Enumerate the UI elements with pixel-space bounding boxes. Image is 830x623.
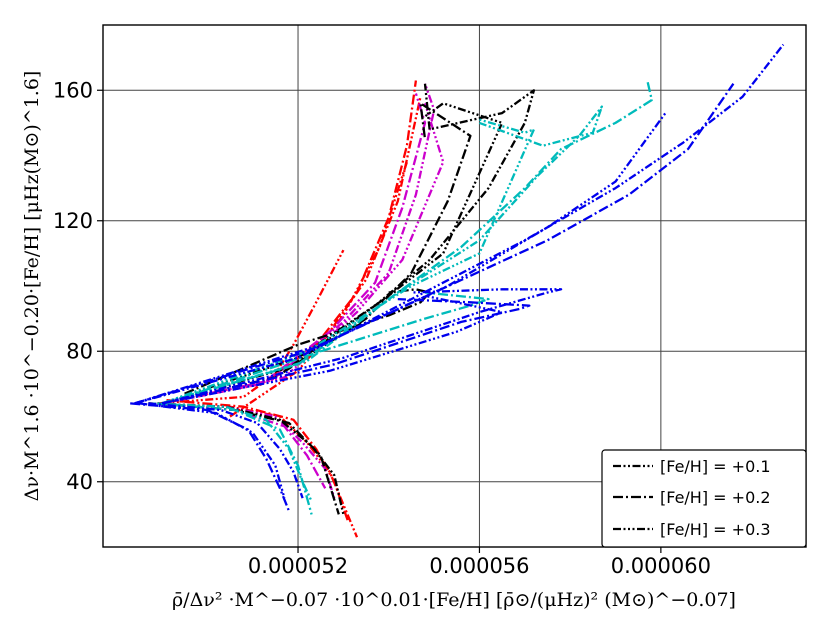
series-line-4 [161, 96, 422, 405]
series-line-26 [134, 43, 785, 405]
series-line-18 [157, 402, 313, 515]
series-line-29 [161, 288, 563, 405]
series-line-23 [148, 402, 304, 499]
series-line-5 [229, 161, 408, 418]
series-line-13 [161, 102, 472, 405]
x-tick-label: 0.000052 [248, 554, 348, 578]
y-tick-label: 160 [53, 78, 93, 102]
series-line-7 [157, 402, 327, 489]
series-line-31 [161, 294, 504, 405]
legend-box [601, 449, 807, 548]
series-line-14 [161, 83, 536, 405]
y-tick-label: 120 [53, 209, 93, 233]
series-line-8 [161, 93, 427, 405]
series-line-28 [134, 112, 667, 405]
legend-label-1: [Fe/H] = +0.2 [660, 488, 771, 507]
series-line-22 [184, 291, 490, 398]
series-line-12 [157, 402, 340, 515]
series-line-19 [161, 80, 653, 405]
y-axis-label: Δν·M^1.6 ·10^−0.20·[Fe/H] [μHz(M⊙)^1.6] [21, 71, 43, 502]
series-line-2 [157, 249, 345, 405]
x-tick-label: 0.000060 [611, 554, 711, 578]
series-line-30 [161, 297, 531, 405]
x-axis-label: ρ̄/Δν² ·M^−0.07 ·10^0.01·[Fe/H] [ρ̄⊙/(μH… [172, 589, 736, 611]
x-tick-label: 0.000056 [429, 554, 529, 578]
x-axis-ticks: 0.000052 0.000056 0.000060 [248, 547, 711, 578]
series-line-24 [130, 402, 291, 512]
legend-label-0: [Fe/H] = +0.1 [660, 457, 771, 476]
y-axis-ticks: 40 80 120 160 [53, 78, 103, 494]
legend-label-2: [Fe/H] = +0.3 [660, 520, 771, 539]
y-tick-label: 80 [66, 339, 93, 363]
grid-lines [103, 25, 806, 547]
series-line-10 [161, 102, 445, 405]
series-layer [130, 43, 785, 538]
legend: [Fe/H] = +0.1 [Fe/H] = +0.2 [Fe/H] = +0.… [601, 449, 807, 548]
series-line-1 [166, 399, 349, 522]
series-line-20 [161, 105, 604, 405]
series-line-16 [184, 288, 431, 395]
series-line-27 [134, 83, 735, 405]
series-line-25 [139, 402, 286, 499]
y-tick-label: 40 [66, 470, 93, 494]
plot-frame [102, 24, 807, 548]
series-line-21 [161, 118, 536, 405]
